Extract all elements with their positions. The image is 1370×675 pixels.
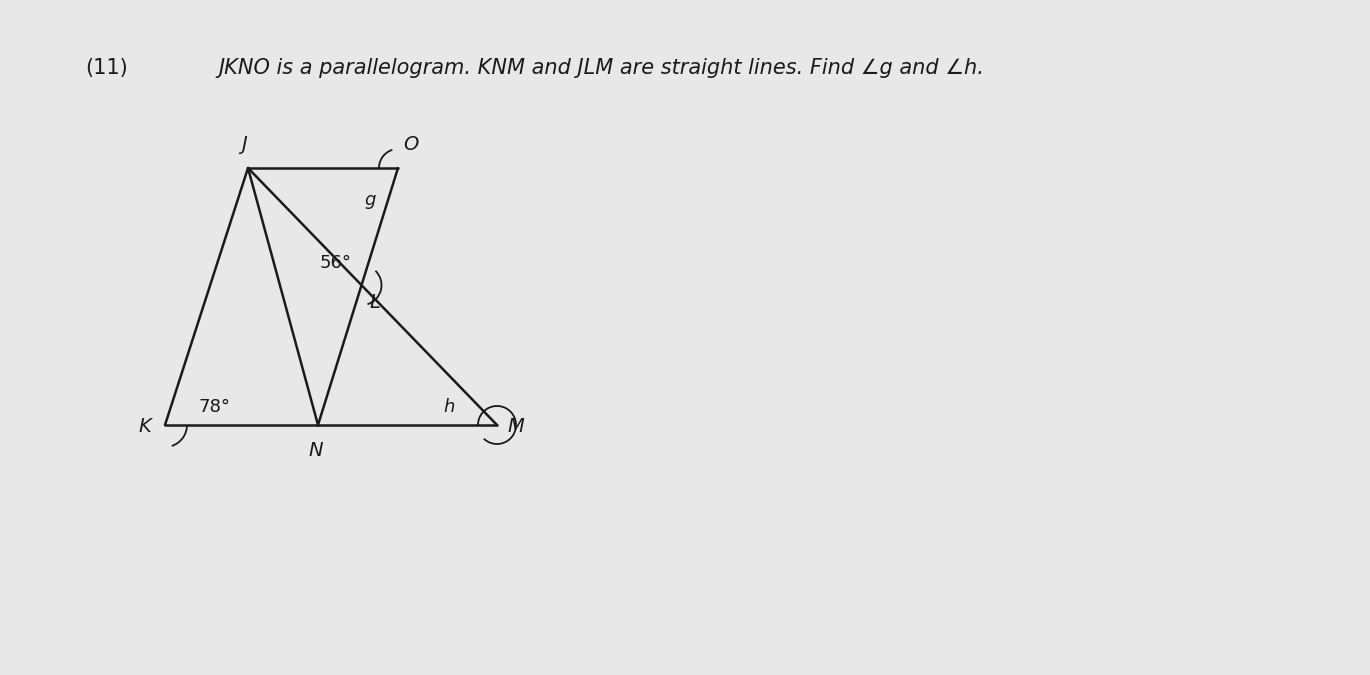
Text: h: h <box>444 398 455 416</box>
Text: O: O <box>403 135 418 154</box>
Text: g: g <box>364 191 375 209</box>
Text: 78°: 78° <box>199 398 232 416</box>
Text: JKNO is a parallelogram. KNM and JLM are straight lines. Find ∠g and ∠h.: JKNO is a parallelogram. KNM and JLM are… <box>218 58 984 78</box>
Text: J: J <box>241 135 247 154</box>
Text: N: N <box>308 441 323 460</box>
Text: L: L <box>370 293 381 312</box>
Text: M: M <box>507 418 523 437</box>
Text: K: K <box>138 418 151 437</box>
Text: (11): (11) <box>85 58 127 78</box>
Text: 56°: 56° <box>319 254 352 272</box>
